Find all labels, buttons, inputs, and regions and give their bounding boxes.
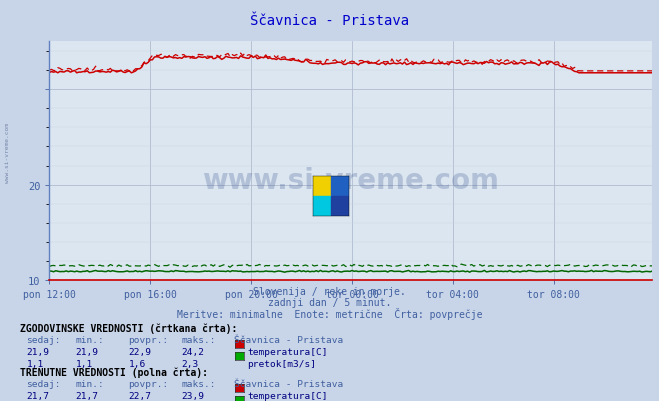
Text: maks.:: maks.:: [181, 379, 215, 388]
Text: temperatura[C]: temperatura[C]: [247, 391, 328, 400]
Text: Ščavnica - Pristava: Ščavnica - Pristava: [234, 335, 343, 344]
Text: Slovenija / reke in morje.: Slovenija / reke in morje.: [253, 287, 406, 297]
Text: www.si-vreme.com: www.si-vreme.com: [202, 166, 500, 194]
Text: povpr.:: povpr.:: [129, 379, 169, 388]
Text: 22,9: 22,9: [129, 347, 152, 356]
Text: 1,1: 1,1: [26, 359, 43, 368]
Text: maks.:: maks.:: [181, 335, 215, 344]
Text: min.:: min.:: [76, 379, 105, 388]
Bar: [313, 196, 331, 217]
Bar: [313, 176, 331, 196]
Text: 23,9: 23,9: [181, 391, 204, 400]
Text: Meritve: minimalne  Enote: metrične  Črta: povprečje: Meritve: minimalne Enote: metrične Črta:…: [177, 308, 482, 320]
Text: 21,7: 21,7: [76, 391, 99, 400]
Text: 21,9: 21,9: [76, 347, 99, 356]
Bar: [331, 196, 349, 217]
Text: ZGODOVINSKE VREDNOSTI (črtkana črta):: ZGODOVINSKE VREDNOSTI (črtkana črta):: [20, 323, 237, 333]
Text: min.:: min.:: [76, 335, 105, 344]
Text: sedaj:: sedaj:: [26, 379, 61, 388]
Text: 22,7: 22,7: [129, 391, 152, 400]
Text: 21,7: 21,7: [26, 391, 49, 400]
Bar: [331, 176, 349, 196]
Text: Ščavnica - Pristava: Ščavnica - Pristava: [234, 379, 343, 388]
Text: 1,1: 1,1: [76, 359, 93, 368]
Text: zadnji dan / 5 minut.: zadnji dan / 5 minut.: [268, 297, 391, 307]
Text: pretok[m3/s]: pretok[m3/s]: [247, 359, 316, 368]
Text: 2,3: 2,3: [181, 359, 198, 368]
Text: 24,2: 24,2: [181, 347, 204, 356]
Text: www.si-vreme.com: www.si-vreme.com: [5, 122, 11, 182]
Text: Ščavnica - Pristava: Ščavnica - Pristava: [250, 14, 409, 28]
Text: povpr.:: povpr.:: [129, 335, 169, 344]
Text: 21,9: 21,9: [26, 347, 49, 356]
Text: TRENUTNE VREDNOSTI (polna črta):: TRENUTNE VREDNOSTI (polna črta):: [20, 367, 208, 377]
Text: sedaj:: sedaj:: [26, 335, 61, 344]
Text: 1,6: 1,6: [129, 359, 146, 368]
Text: temperatura[C]: temperatura[C]: [247, 347, 328, 356]
